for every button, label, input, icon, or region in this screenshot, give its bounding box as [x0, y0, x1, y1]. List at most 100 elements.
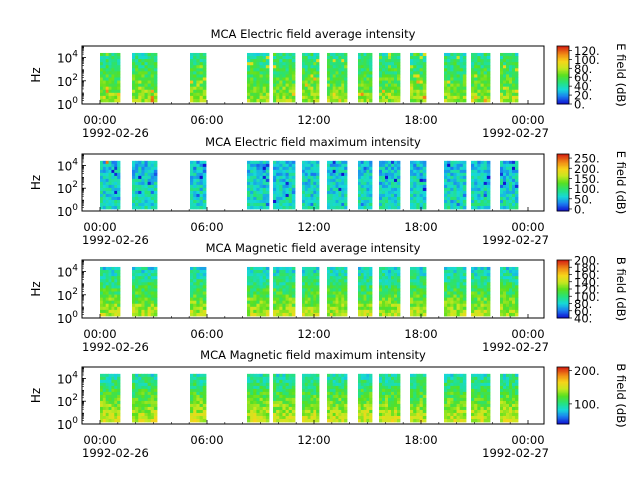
heatmap-cell	[202, 80, 207, 85]
heatmap-cell	[382, 291, 386, 295]
heatmap-cell	[388, 306, 392, 311]
heatmap-cell	[259, 376, 264, 381]
heatmap-cell	[332, 205, 336, 210]
heatmap-cell	[135, 65, 139, 69]
heatmap-cell	[276, 279, 280, 283]
heatmap-cell	[456, 160, 461, 165]
heatmap-cell	[369, 193, 373, 198]
heatmap-cell	[360, 172, 364, 177]
heatmap-cell	[332, 276, 336, 280]
heatmap-cell	[385, 187, 389, 192]
heatmap-cell	[453, 276, 457, 280]
heatmap-cell	[250, 184, 254, 189]
heatmap-cell	[117, 166, 121, 171]
heatmap-cell	[285, 273, 290, 277]
heatmap-cell	[500, 56, 504, 60]
heatmap-cell	[310, 300, 314, 305]
heatmap-cell	[196, 184, 200, 189]
heatmap-cell	[144, 415, 149, 420]
heatmap-cell	[262, 397, 267, 402]
heatmap-cell	[391, 273, 395, 277]
heatmap-cell	[273, 376, 277, 381]
heatmap-cell	[397, 193, 401, 198]
heatmap-cell	[410, 80, 414, 85]
heatmap-cell	[193, 95, 197, 100]
heatmap-cell	[329, 92, 334, 97]
heatmap-cell	[422, 285, 427, 289]
heatmap-cell	[444, 309, 448, 314]
heatmap-cell	[132, 77, 136, 81]
heatmap-cell	[102, 373, 107, 378]
heatmap-cell	[199, 184, 204, 189]
heatmap-cell	[410, 68, 414, 72]
colorbar-segment	[557, 59, 569, 61]
heatmap-cell	[262, 62, 267, 66]
heatmap-cell	[307, 160, 311, 165]
heatmap-cell	[307, 95, 311, 100]
heatmap-cell	[100, 394, 104, 399]
heatmap-cell	[132, 172, 136, 177]
heatmap-cell	[385, 86, 389, 91]
heatmap-cell	[338, 77, 342, 81]
heatmap-cell	[265, 59, 270, 63]
heatmap-cell	[117, 83, 121, 88]
heatmap-cell	[108, 52, 112, 57]
heatmap-cell	[313, 312, 317, 317]
heatmap-cell	[416, 166, 420, 171]
heatmap-cell	[307, 163, 311, 168]
heatmap-cell	[276, 397, 280, 402]
heatmap-cell	[199, 202, 204, 207]
heatmap-cell	[138, 297, 142, 302]
heatmap-cell	[291, 273, 296, 277]
heatmap-cell	[503, 62, 507, 66]
heatmap-cell	[422, 288, 427, 292]
heatmap-cell	[196, 291, 200, 295]
heatmap-cell	[477, 52, 481, 57]
colorbar-segment	[557, 90, 569, 93]
heatmap-cell	[304, 169, 309, 174]
heatmap-cell	[310, 294, 314, 299]
heatmap-cell	[102, 282, 107, 286]
heatmap-cell	[382, 276, 386, 280]
heatmap-cell	[304, 303, 309, 308]
heatmap-cell	[259, 77, 264, 81]
heatmap-cell	[313, 77, 317, 81]
heatmap-cell	[410, 266, 414, 271]
heatmap-cell	[462, 285, 467, 289]
heatmap-cell	[247, 282, 251, 286]
heatmap-cell	[282, 196, 286, 201]
heatmap-cell	[196, 166, 200, 171]
heatmap-cell	[447, 199, 451, 204]
heatmap-cell	[416, 273, 420, 277]
heatmap-cell	[276, 196, 280, 201]
heatmap-cell	[202, 169, 207, 174]
heatmap-cell	[132, 193, 136, 198]
heatmap-cell	[276, 172, 280, 177]
heatmap-cell	[102, 266, 107, 271]
heatmap-cell	[193, 74, 197, 78]
heatmap-cell	[388, 297, 392, 302]
heatmap-cell	[276, 285, 280, 289]
heatmap-cell	[135, 83, 139, 88]
heatmap-cell	[282, 184, 286, 189]
heatmap-cell	[388, 83, 392, 88]
heatmap-cell	[147, 397, 152, 402]
heatmap-cell	[483, 166, 488, 171]
heatmap-cell	[338, 282, 342, 286]
heatmap-cell	[329, 187, 334, 192]
heatmap-cell	[397, 279, 401, 283]
heatmap-cell	[310, 184, 314, 189]
heatmap-cell	[503, 273, 507, 277]
heatmap-cell	[506, 89, 510, 94]
heatmap-cell	[316, 56, 320, 60]
heatmap-cell	[196, 418, 200, 423]
heatmap-cell	[422, 184, 427, 189]
heatmap-cell	[150, 160, 155, 165]
heatmap-cell	[366, 199, 370, 204]
heatmap-cell	[316, 74, 320, 78]
heatmap-cell	[310, 163, 314, 168]
heatmap-cell	[394, 95, 398, 100]
heatmap-cell	[135, 394, 139, 399]
heatmap-cell	[307, 166, 311, 171]
heatmap-cell	[302, 89, 306, 94]
